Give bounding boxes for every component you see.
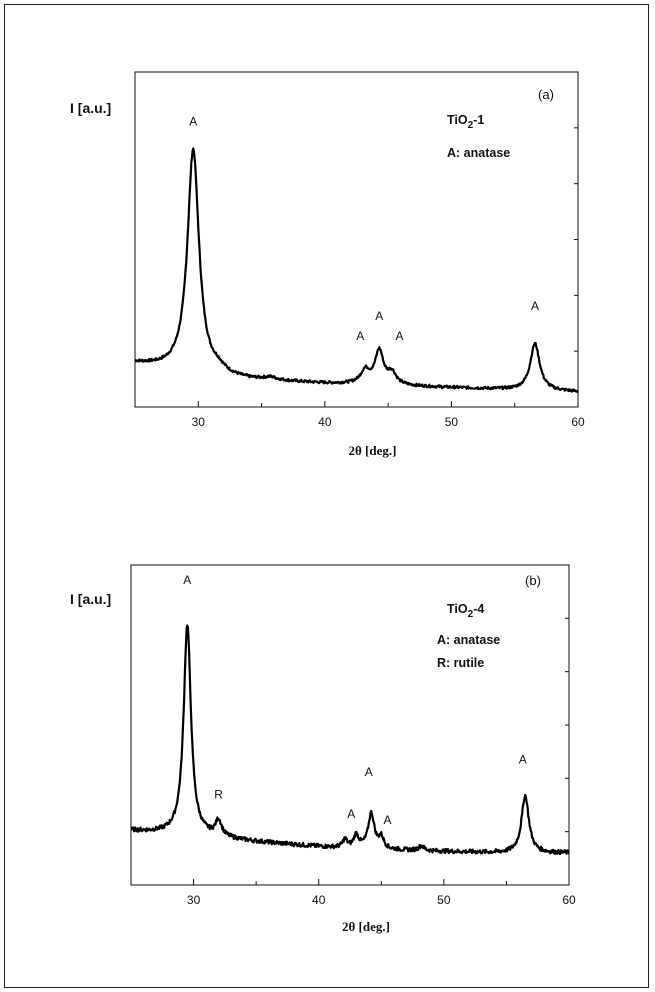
x-tick-label: 40 bbox=[312, 893, 326, 907]
peak-label: A bbox=[183, 573, 191, 587]
peak-label: A bbox=[519, 752, 527, 766]
xrd-trace-1 bbox=[134, 147, 579, 393]
panel-label: (b) bbox=[525, 573, 541, 588]
x-axis-label: 2θ [deg.] bbox=[342, 919, 390, 934]
figure-frame bbox=[4, 4, 649, 988]
y-axis-label: I [a.u.] bbox=[70, 100, 111, 116]
plot-area-2 bbox=[130, 564, 570, 886]
legend-entry: A: anatase bbox=[437, 633, 500, 647]
x-axis-label: 2θ [deg.] bbox=[349, 443, 397, 458]
sample-name-subscript: 2 bbox=[468, 609, 474, 620]
peak-label: A bbox=[531, 299, 539, 313]
sample-name-base: TiO bbox=[447, 113, 468, 127]
peak-label: A bbox=[375, 309, 383, 323]
x-tick-label: 40 bbox=[318, 415, 332, 429]
x-tick-label: 50 bbox=[445, 415, 459, 429]
sample-name-subscript: 2 bbox=[468, 120, 474, 131]
sample-name: TiO2-4 bbox=[447, 602, 484, 620]
x-tick-label: 60 bbox=[562, 893, 576, 907]
peak-label: A bbox=[384, 813, 392, 827]
peak-label: A bbox=[365, 765, 373, 779]
panel-label: (a) bbox=[538, 87, 554, 102]
plot-area-1 bbox=[134, 71, 579, 408]
peak-label: A bbox=[347, 807, 355, 821]
peak-label: R bbox=[214, 788, 223, 802]
x-tick-label: 50 bbox=[437, 893, 451, 907]
x-tick-label: 60 bbox=[571, 415, 585, 429]
x-tick-label: 30 bbox=[187, 893, 201, 907]
xrd-trace-2 bbox=[130, 624, 570, 855]
peak-label: A bbox=[356, 329, 364, 343]
sample-name-suffix: -1 bbox=[473, 113, 484, 127]
y-axis-label: I [a.u.] bbox=[70, 591, 111, 607]
legend-entry: R: rutile bbox=[437, 656, 484, 670]
legend-entry: A: anatase bbox=[447, 146, 510, 160]
peak-label: A bbox=[189, 115, 197, 129]
peak-label: A bbox=[396, 329, 404, 343]
sample-name-base: TiO bbox=[447, 602, 468, 616]
sample-name: TiO2-1 bbox=[447, 113, 484, 131]
sample-name-suffix: -4 bbox=[473, 602, 484, 616]
x-tick-label: 30 bbox=[192, 415, 206, 429]
